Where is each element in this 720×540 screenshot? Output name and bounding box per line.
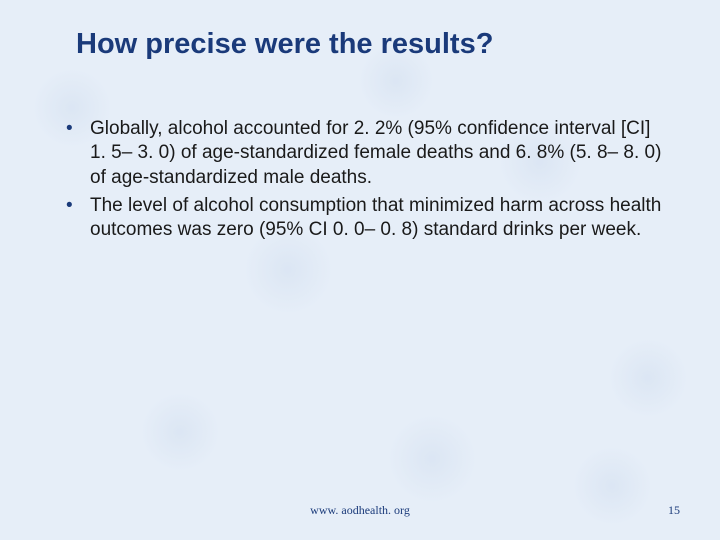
- slide-title: How precise were the results?: [76, 28, 662, 61]
- bullet-list: Globally, alcohol accounted for 2. 2% (9…: [58, 117, 662, 243]
- page-number: 15: [668, 503, 680, 518]
- footer-url: www. aodhealth. org: [0, 503, 720, 518]
- bullet-item: The level of alcohol consumption that mi…: [58, 194, 662, 243]
- bullet-item: Globally, alcohol accounted for 2. 2% (9…: [58, 117, 662, 190]
- slide-container: How precise were the results? Globally, …: [0, 0, 720, 540]
